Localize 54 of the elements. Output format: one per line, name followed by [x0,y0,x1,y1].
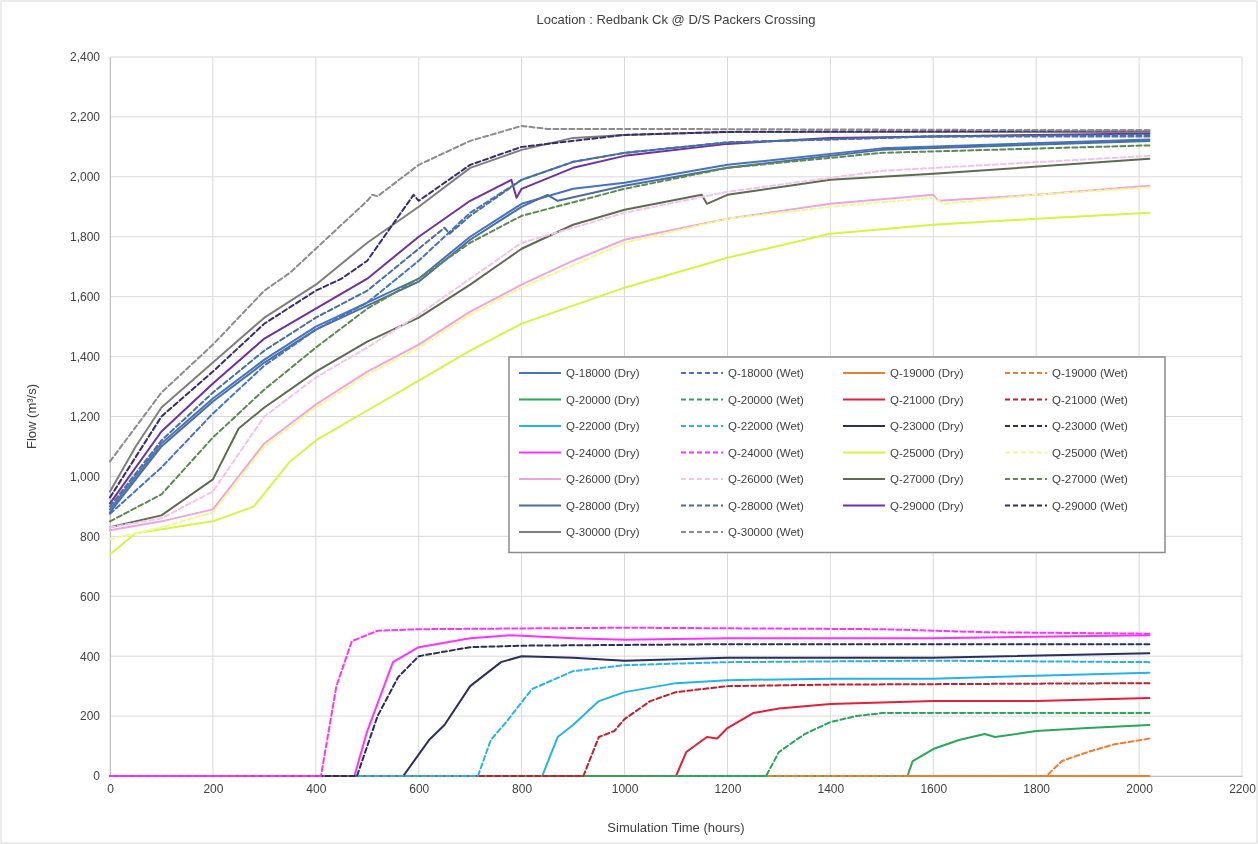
y-tick-label: 600 [79,589,101,604]
legend-label: Q-22000 (Wet) [728,420,805,432]
legend-label: Q-23000 (Dry) [890,420,964,432]
y-tick-label: 1,600 [69,290,101,305]
legend-label: Q-22000 (Dry) [566,420,640,432]
legend-label: Q-29000 (Wet) [1052,499,1129,512]
legend-label: Q-27000 (Dry) [890,473,964,485]
legend-label: Q-19000 (Wet) [1052,367,1129,379]
y-tick-label: 1,200 [69,409,101,424]
legend-label: Q-27000 (Wet) [1052,473,1129,485]
legend-label: Q-24000 (Wet) [728,446,805,459]
chart-title: Location : Redbank Ck @ D/S Packers Crossing [536,12,816,27]
legend-label: Q-19000 (Dry) [890,367,964,379]
y-tick-label: 200 [79,709,101,724]
legend-label: Q-29000 (Dry) [890,499,964,512]
legend-label: Q-26000 (Wet) [728,473,805,485]
y-tick-label: 2,000 [69,170,101,185]
x-tick-label: 1600 [920,781,948,796]
legend-label: Q-23000 (Wet) [1052,420,1129,432]
legend-label: Q-28000 (Dry) [566,499,640,512]
legend-label: Q-30000 (Dry) [566,526,640,538]
legend-label: Q-20000 (Wet) [728,393,805,406]
legend-label: Q-26000 (Dry) [566,473,640,485]
y-tick-label: 1,000 [69,469,101,484]
legend-label: Q-25000 (Dry) [890,446,964,459]
y-tick-label: 1,800 [69,230,101,245]
y-tick-label: 0 [93,769,101,784]
legend-label: Q-30000 (Wet) [728,526,805,538]
legend-label: Q-21000 (Dry) [890,393,964,406]
y-tick-label: 2,400 [69,50,101,65]
x-tick-label: 2200 [1229,781,1257,796]
legend-label: Q-18000 (Dry) [566,367,640,379]
x-tick-label: 2000 [1126,781,1154,796]
x-tick-label: 1000 [611,781,639,796]
x-tick-label: 1800 [1023,781,1051,796]
y-tick-label: 800 [79,529,101,544]
legend-label: Q-20000 (Dry) [566,393,640,406]
x-tick-label: 600 [409,781,430,796]
x-tick-label: 400 [306,781,327,796]
legend-label: Q-18000 (Wet) [728,367,805,379]
legend-label: Q-25000 (Wet) [1052,446,1129,459]
legend-label: Q-28000 (Wet) [728,499,805,512]
x-tick-label: 0 [107,781,115,796]
y-tick-label: 1,400 [69,349,101,364]
y-tick-label: 400 [79,649,101,664]
y-axis-title: Flow (m³/s) [24,384,39,449]
x-tick-label: 1400 [817,781,845,796]
x-tick-label: 200 [203,781,224,796]
legend-label: Q-21000 (Wet) [1052,393,1129,406]
y-tick-label: 2,200 [69,110,101,125]
x-tick-label: 800 [512,781,533,796]
x-tick-label: 1200 [714,781,742,796]
legend-label: Q-24000 (Dry) [566,446,640,459]
x-axis-title: Simulation Time (hours) [607,820,745,835]
